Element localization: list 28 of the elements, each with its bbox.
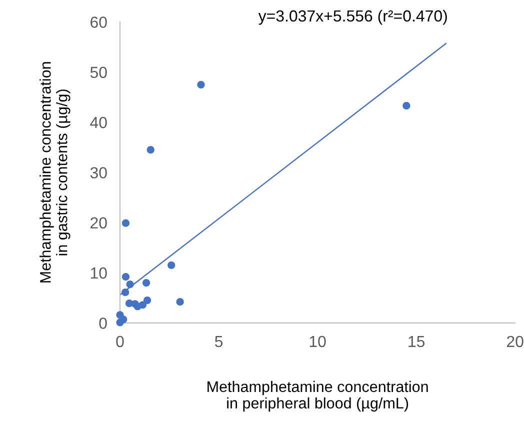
x-tick-label: 15 <box>408 336 425 348</box>
point <box>116 318 124 326</box>
point <box>126 280 134 288</box>
x-tick-label: 10 <box>310 336 326 348</box>
annotation: y=3.037x+5.556 (r²=0.470) <box>258 10 447 25</box>
y-tick-label: 10 <box>90 267 107 279</box>
point <box>197 80 205 88</box>
point <box>122 288 130 296</box>
point <box>402 102 410 110</box>
point <box>142 278 150 287</box>
x-tick-label: 5 <box>214 336 223 348</box>
point <box>122 219 130 227</box>
point <box>143 296 152 304</box>
x-axis-title: Methamphetamine concentration in peripheral blood (µg/mL) <box>208 380 428 412</box>
y-tick-label: 30 <box>90 167 107 178</box>
x-tick-label: 20 <box>507 336 524 348</box>
y-tick-label: 20 <box>90 217 107 229</box>
point <box>176 298 184 306</box>
point <box>122 272 130 281</box>
point <box>168 261 176 270</box>
y-tick-label: 40 <box>90 116 107 128</box>
y-axis-title: Methamphetamine concentration in gastric contents (µg/g) <box>40 62 70 282</box>
point <box>138 301 147 309</box>
point <box>146 146 154 154</box>
y-tick-label: 0 <box>99 318 107 329</box>
x-tick-label: 0 <box>116 336 124 348</box>
y-tick-label: 50 <box>90 66 107 78</box>
y-tick-label: 60 <box>90 16 107 28</box>
